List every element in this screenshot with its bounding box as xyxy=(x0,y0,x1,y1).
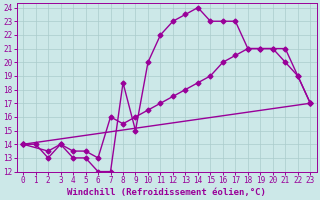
X-axis label: Windchill (Refroidissement éolien,°C): Windchill (Refroidissement éolien,°C) xyxy=(67,188,266,197)
